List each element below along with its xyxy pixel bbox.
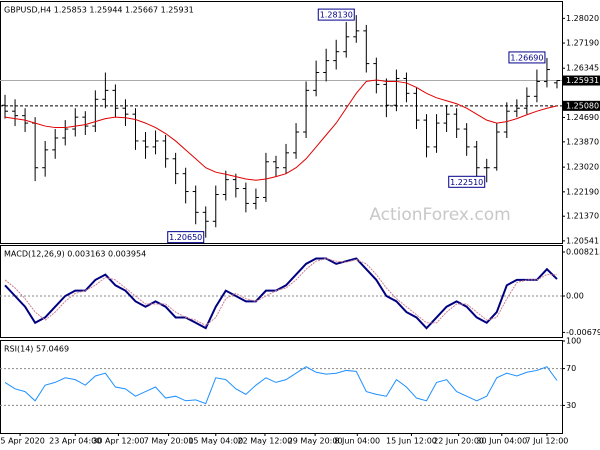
y-tick-label: 1.23870 <box>566 137 599 146</box>
y-tick-label: 100 <box>566 337 581 346</box>
price-tag-label: 1.25080 <box>566 101 599 110</box>
annotation-label: 1.28130 <box>320 11 353 20</box>
y-tick-label: 1.20541 <box>566 236 599 245</box>
annotation-box <box>508 51 546 64</box>
y-tick-label: 1.22190 <box>566 187 599 196</box>
indicator-line <box>4 366 558 405</box>
macd-panel-frame <box>0 245 563 338</box>
annotation-label: 1.22510 <box>450 178 483 187</box>
panel-title: MACD(12,26,9) 0.003163 0.003954 <box>4 250 146 259</box>
y-tick-label: 1.23020 <box>566 163 599 172</box>
annotation-label: 1.26690 <box>510 53 543 62</box>
y-tick-label: 1.24690 <box>566 113 599 122</box>
y-tick-label: 1.27190 <box>566 39 599 48</box>
x-tick-label: 29 May 20:00 <box>288 437 343 446</box>
x-tick-label: 22 May 12:00 <box>238 437 293 446</box>
indicator-line <box>4 257 557 327</box>
price-panel-frame <box>0 1 563 244</box>
x-tick-label: 30 Apr 12:00 <box>92 437 144 446</box>
x-tick-label: 15 Jun 12:00 <box>386 437 437 446</box>
moving-average <box>4 79 558 181</box>
panel-title: GBPUSD,H4 1.25853 1.25944 1.25667 1.2593… <box>4 6 194 15</box>
y-tick-label: 1.28020 <box>566 14 599 23</box>
y-tick-label: 30 <box>566 401 576 410</box>
x-tick-label: 22 Jun 20:00 <box>433 437 484 446</box>
y-tick-label: 0.00 <box>566 292 584 301</box>
x-tick-label: 8 Jun 04:00 <box>334 437 380 446</box>
x-tick-label: 30 Jun 04:00 <box>476 437 527 446</box>
x-tick-label: 15 Apr 2020 <box>0 437 45 446</box>
annotation-box <box>167 231 205 244</box>
annotation-label: 1.20650 <box>169 233 202 242</box>
y-tick-label: 1.26345 <box>566 64 599 73</box>
price-tag <box>563 75 600 86</box>
price-tag <box>563 100 600 111</box>
panel-title: RSI(14) 57.0469 <box>4 345 69 354</box>
y-tick-label: 1.21370 <box>566 212 599 221</box>
watermark: ActionForex.com <box>369 205 510 225</box>
price-tag-label: 1.25931 <box>566 76 599 85</box>
x-tick-label: 7 Jul 12:00 <box>526 437 569 446</box>
rsi-panel-frame <box>0 340 563 434</box>
x-tick-label: 23 Apr 04:00 <box>49 437 101 446</box>
y-tick-label: 70 <box>566 364 576 373</box>
y-tick-label: -0.006796 <box>566 328 600 337</box>
annotation-box <box>448 175 486 188</box>
annotation-box <box>317 8 355 21</box>
x-tick-label: 7 May 20:00 <box>144 437 194 446</box>
indicator-line <box>4 257 558 330</box>
y-tick-label: 0.008213 <box>566 247 600 256</box>
x-tick-label: 15 May 04:00 <box>188 437 243 446</box>
